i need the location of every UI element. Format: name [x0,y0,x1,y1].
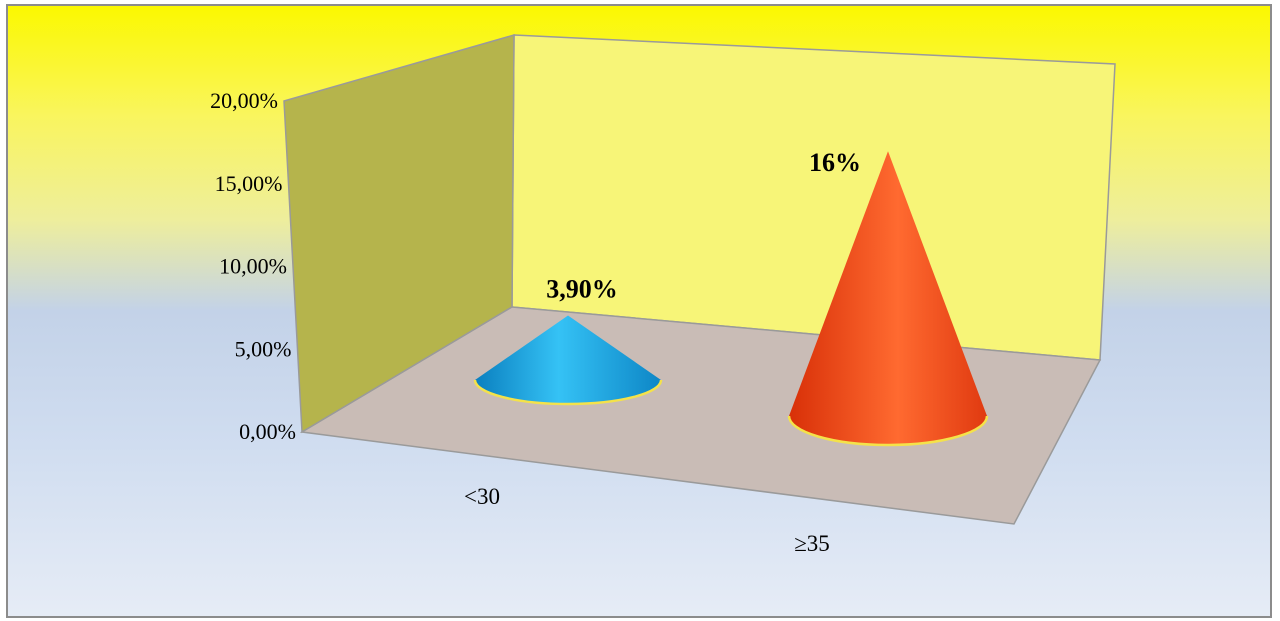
y-tick-label: 15,00% [215,171,283,196]
y-axis: 0,00% 5,00% 10,00% 15,00% 20,00% [210,88,296,444]
cone-base-rim [473,379,663,406]
data-labels: 3,90% 16% [546,148,861,303]
x-tick-label: <30 [464,484,500,509]
cone-1 [787,151,989,447]
y-tick-label: 0,00% [239,419,296,444]
x-axis: <30 ≥35 [464,484,830,556]
y-tick-label: 10,00% [219,254,287,279]
y-tick-label: 5,00% [235,336,292,361]
cone-body [475,315,661,404]
data-label: 3,90% [546,274,618,303]
cone-chart: 0,00% 5,00% 10,00% 15,00% 20,00% <30 ≥35 3,90… [210,34,1116,556]
x-tick-label: ≥35 [794,531,830,556]
chart-walls [283,34,1116,525]
chart-frame: 0,00% 5,00% 10,00% 15,00% 20,00% <30 ≥35 3,90… [6,4,1272,618]
back-wall [511,34,1116,361]
cone-base-rim [787,415,989,447]
y-tick-label: 20,00% [210,88,278,113]
cones [473,151,989,447]
cone-body [789,151,987,445]
cone-0 [473,315,663,406]
data-label: 16% [809,148,861,177]
